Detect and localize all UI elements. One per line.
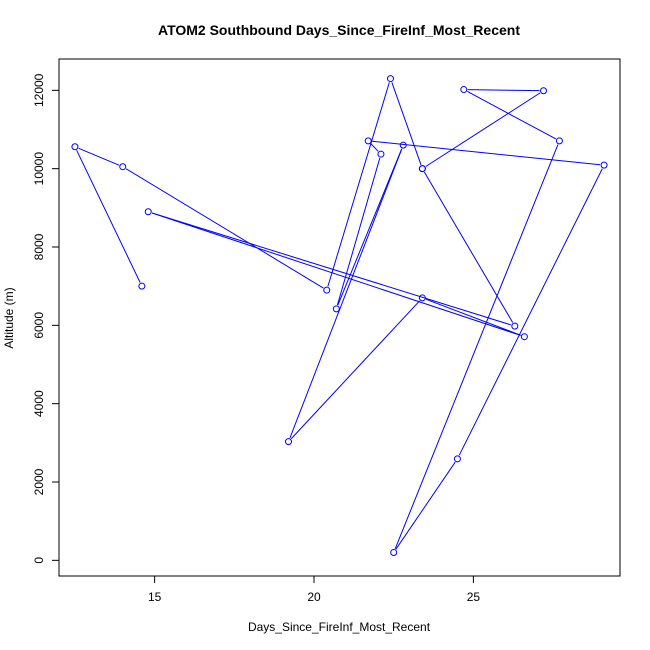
series-line-segment — [423, 171, 514, 323]
series-line-segment — [151, 212, 521, 336]
series-line-segment — [467, 89, 540, 92]
series-line-segment — [78, 147, 120, 166]
data-point — [71, 143, 79, 151]
chart-title: ATOM2 Southbound Days_Since_FireInf_Most… — [158, 22, 520, 38]
plot-area — [58, 58, 621, 577]
series-line-segment — [467, 91, 557, 140]
y-tick-label: 4000 — [32, 390, 46, 417]
data-point — [600, 161, 608, 169]
y-axis-label: Altitude (m) — [2, 287, 16, 348]
series-line-segment — [391, 82, 422, 166]
data-point — [540, 87, 547, 95]
x-tick-label: 25 — [467, 590, 481, 604]
data-point — [332, 305, 340, 313]
y-tick-label: 2000 — [32, 468, 46, 495]
data-point — [285, 438, 292, 446]
data-point — [520, 333, 528, 341]
y-tick-label: 10000 — [32, 152, 46, 186]
series-line-segment — [76, 150, 141, 283]
series-line-segment — [151, 212, 512, 326]
series-line-segment — [370, 143, 379, 152]
series-line-segment — [336, 157, 381, 306]
data-point — [119, 163, 127, 171]
data-point — [399, 141, 407, 149]
series-line-segment — [337, 148, 403, 306]
y-tick-label: 0 — [32, 557, 46, 564]
series-line-segment — [425, 298, 521, 336]
data-point — [377, 150, 385, 158]
y-tick-label: 8000 — [32, 233, 46, 260]
series-line-segment — [290, 300, 421, 440]
series-line-segment — [395, 461, 456, 550]
data-point — [418, 294, 426, 302]
x-tick-label: 20 — [307, 590, 321, 604]
y-axis: 0 2000 4000 6000 8000 10000 12000 — [32, 73, 60, 564]
series-line-segment — [327, 82, 390, 287]
series-line-segment — [125, 168, 324, 289]
y-tick-label: 12000 — [32, 73, 46, 107]
x-axis-label: Days_Since_FireInf_Most_Recent — [248, 620, 431, 634]
series-line-segment — [425, 92, 541, 167]
x-axis: 15 20 25 — [148, 575, 481, 604]
data-point — [418, 165, 426, 173]
data-point — [387, 75, 394, 83]
data-point — [453, 455, 461, 463]
data-point — [323, 286, 331, 294]
x-tick-label: 15 — [148, 590, 162, 604]
data-point — [138, 282, 146, 290]
series-line-segment — [394, 144, 559, 549]
series-layer — [71, 75, 608, 556]
data-point — [364, 137, 372, 145]
y-tick-label: 6000 — [32, 312, 46, 339]
data-point — [555, 137, 563, 145]
data-point — [511, 322, 519, 330]
series-line-segment — [289, 148, 403, 439]
series-line-segment — [372, 140, 601, 166]
data-point — [390, 549, 398, 556]
series-line-segment — [458, 168, 603, 456]
data-point — [460, 86, 468, 94]
data-point — [144, 208, 152, 216]
